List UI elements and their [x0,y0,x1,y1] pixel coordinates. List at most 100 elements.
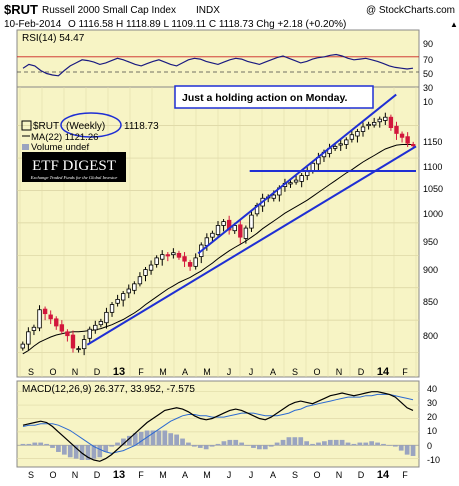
rsi-tick: 90 [423,39,433,49]
x-tick-label: F [402,470,408,480]
x-axis-bottom: S O N D 13 F M A M J J A S O N D 14 F [28,469,408,481]
candle-body [288,182,293,185]
candle-body [143,269,148,276]
x-tick-label: S [292,367,298,377]
histogram-bar [103,445,109,452]
x-axis: S O N D 13 F M A M J J A S O N D 14 F [28,366,408,378]
histogram-bar [109,445,114,447]
candle-body [366,123,371,127]
candle-body [81,339,87,350]
histogram-bar [227,439,233,446]
x-tick-label: A [182,367,188,377]
histogram-bar [174,434,179,446]
price-tick: 900 [423,265,438,275]
candle-body [109,304,115,313]
candle-body [215,225,221,235]
histogram-bar [85,445,91,460]
macd-line [22,391,414,462]
histogram-bar [274,442,280,446]
legend-value: 1118.73 [124,121,159,132]
x-tick-label: J [249,470,254,480]
annotation-text: Just a holding action on Monday. [182,92,348,104]
histogram-bar [203,445,209,450]
candle-body [26,331,31,345]
x-tick-label: D [94,470,101,480]
logo-title: ETF DIGEST [32,158,116,174]
histogram-bar [221,441,227,446]
candle-body [238,224,243,238]
up-arrow-icon: ▲ [450,20,458,29]
rsi-tick: 10 [423,97,433,107]
histogram-bar [168,433,174,446]
histogram-bar [132,433,138,446]
histogram-bar [186,442,191,446]
candle-body [249,214,254,229]
x-tick-label: F [138,367,144,377]
x-tick-label: O [49,470,56,480]
candle-body [120,293,126,301]
candle-body [76,348,81,351]
candle-body [115,298,120,304]
x-tick-label: S [292,470,298,480]
histogram-bar [375,442,380,446]
candle-body [54,318,59,327]
macd-axis: 40 30 20 10 0 -10 [427,384,440,465]
candle-body [176,252,182,258]
candle-body [293,179,299,183]
macd-histogram [20,430,416,460]
histogram-bar [50,445,55,448]
price-legend: $RUT (Weekly) 1118.73 MA(22) 1121.26 Vol… [21,112,159,153]
histogram-bar [304,441,310,446]
histogram-bar [73,445,79,459]
candle-body [193,257,198,267]
candle-body [344,139,349,145]
histogram-bar [239,442,245,446]
histogram-bar [387,445,392,446]
logo-subtitle: Exchange Traded Funds for the Global Inv… [30,175,118,180]
x-tick-label: S [28,367,34,377]
histogram-bar [138,431,144,446]
x-tick-label: M [159,470,167,480]
histogram-bar [410,445,416,456]
candle-body [226,219,232,231]
ohlc-readout: O 1116.58 H 1118.89 L 1109.11 C 1118.73 … [68,19,346,30]
candle-body [87,328,92,339]
rsi-tick: 70 [423,55,433,65]
candle-body [332,145,338,149]
candle-body [182,256,187,262]
macd-label: MACD(12,26,9) 26.377, 33.952, -7.575 [22,384,195,395]
legend-ma: MA(22) 1121.26 [31,132,98,143]
rsi-tick: 30 [423,83,433,93]
histogram-bar [363,442,369,446]
x-tick-label: N [72,367,79,377]
candle-body [20,343,25,349]
histogram-bar [209,445,215,447]
histogram-bar [292,437,298,446]
histogram-bar [404,445,410,455]
price-axis: 1150 1100 1050 1000 950 900 850 800 [423,137,443,341]
histogram-bar [298,437,304,446]
rsi-line [22,53,414,77]
trendline [197,93,397,255]
candle-body [305,171,310,176]
candle-body [210,232,215,238]
candle-body [132,283,137,291]
x-tick-label: D [358,470,365,480]
histogram-bar [32,442,38,446]
histogram-bar [26,443,32,446]
histogram-bar [392,445,398,447]
candle-body [160,254,165,260]
histogram-bar [381,443,386,446]
price-tick: 850 [423,297,438,307]
x-tick-label: J [227,470,232,480]
histogram-bar [97,445,103,458]
histogram-bar [351,443,357,446]
candle-body [377,118,382,123]
x-tick-label: N [336,367,343,377]
histogram-bar [251,445,256,448]
candle-body [411,144,416,147]
candle-body [126,288,131,294]
legend-period: (Weekly) [66,121,105,132]
trendline [86,145,417,346]
